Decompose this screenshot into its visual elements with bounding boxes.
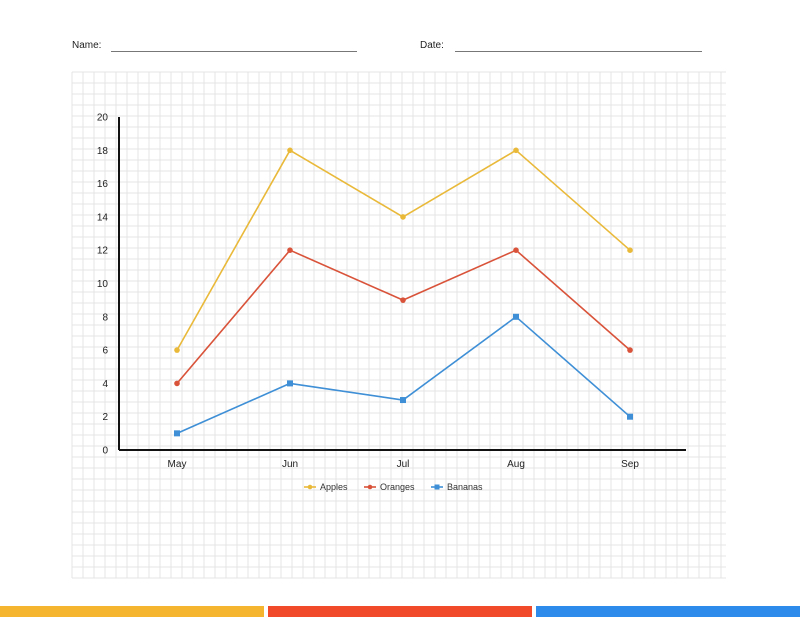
bottom-bar-red bbox=[268, 606, 532, 617]
data-point bbox=[174, 430, 180, 437]
data-point bbox=[287, 380, 293, 387]
legend-swatch-marker bbox=[307, 484, 313, 490]
y-tick-label: 6 bbox=[102, 346, 108, 357]
data-point bbox=[174, 380, 180, 387]
y-tick-label: 0 bbox=[102, 446, 108, 457]
legend-swatch-marker bbox=[367, 484, 373, 490]
x-tick-label: Jul bbox=[397, 459, 410, 470]
legend-label: Bananas bbox=[447, 482, 483, 492]
name-field[interactable]: Name: bbox=[72, 38, 362, 54]
legend-item-oranges: Oranges bbox=[364, 482, 415, 492]
legend-label: Apples bbox=[320, 482, 348, 492]
y-tick-label: 4 bbox=[102, 379, 108, 390]
bottom-bar-yellow bbox=[0, 606, 264, 617]
data-point bbox=[627, 347, 633, 353]
legend-label: Oranges bbox=[380, 482, 415, 492]
data-point bbox=[627, 413, 633, 420]
name-blank-line[interactable] bbox=[111, 51, 357, 52]
y-tick-label: 2 bbox=[102, 412, 108, 423]
data-point bbox=[627, 247, 633, 253]
data-point bbox=[400, 297, 406, 303]
y-tick-label: 20 bbox=[97, 113, 109, 124]
y-tick-label: 14 bbox=[97, 212, 109, 223]
y-tick-label: 10 bbox=[97, 279, 109, 290]
data-point bbox=[400, 214, 406, 220]
data-point bbox=[287, 147, 293, 154]
data-point bbox=[174, 347, 180, 353]
y-tick-label: 12 bbox=[97, 246, 109, 257]
bottom-bar-blue bbox=[536, 606, 800, 617]
graph-paper-grid bbox=[71, 71, 726, 579]
chart-legend: Apples Oranges Bananas bbox=[304, 482, 483, 492]
data-point bbox=[513, 147, 519, 154]
legend-item-apples: Apples bbox=[304, 482, 348, 492]
legend-swatch-marker bbox=[434, 484, 440, 490]
y-tick-label: 8 bbox=[102, 312, 108, 323]
x-tick-label: Sep bbox=[621, 459, 639, 470]
y-tick-label: 18 bbox=[97, 146, 109, 157]
legend-item-bananas: Bananas bbox=[431, 482, 483, 492]
series-line-bananas bbox=[176, 315, 631, 435]
data-point bbox=[287, 247, 293, 253]
date-blank-line[interactable] bbox=[455, 51, 702, 52]
x-tick-label: May bbox=[168, 459, 187, 470]
data-point bbox=[513, 313, 519, 320]
data-point bbox=[400, 397, 406, 404]
name-label: Name: bbox=[72, 40, 102, 51]
x-tick-label: Jun bbox=[282, 459, 298, 470]
x-tick-label: Aug bbox=[507, 459, 525, 470]
data-point bbox=[513, 247, 519, 253]
y-tick-label: 16 bbox=[97, 179, 109, 190]
date-field[interactable]: Date: bbox=[420, 38, 710, 54]
date-label: Date: bbox=[420, 40, 444, 51]
series-line-apples bbox=[176, 149, 631, 351]
